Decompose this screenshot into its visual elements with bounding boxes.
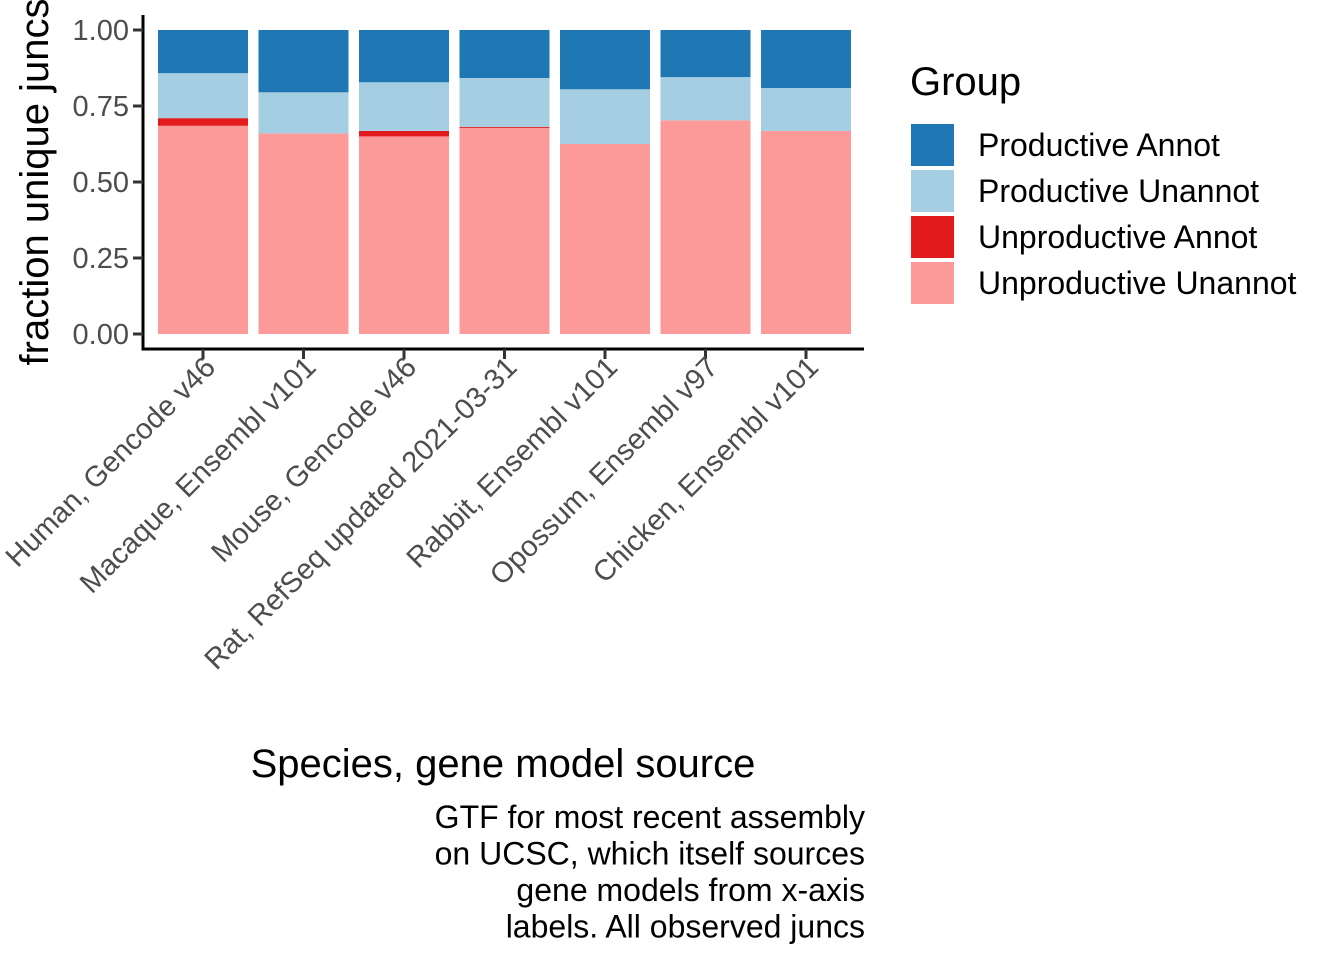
legend-key-unproductive-unannot — [911, 262, 954, 304]
y-tick-label: 0.25 — [73, 243, 129, 275]
legend-key-productive-annot — [911, 124, 954, 166]
bar-segment-unproductive-unannot — [258, 133, 349, 334]
bar-segment-productive-annot — [158, 30, 248, 74]
caption: GTF for most recent assembly on UCSC, wh… — [435, 799, 865, 945]
y-tick-label: 0.75 — [73, 91, 129, 123]
bar-segment-productive-annot — [258, 30, 349, 93]
bars-layer — [158, 30, 851, 334]
bar-segment-unproductive-unannot — [158, 125, 248, 334]
bar-segment-productive-annot — [761, 30, 851, 89]
bar-segment-productive-annot — [459, 30, 550, 79]
bar-segment-productive-unannot — [560, 89, 650, 144]
legend-label: Unproductive Annot — [978, 219, 1257, 255]
bar-segment-unproductive-unannot — [459, 127, 550, 334]
bar-segment-productive-unannot — [761, 88, 851, 131]
caption-line: gene models from x-axis — [516, 872, 865, 908]
legend-label: Unproductive Unannot — [978, 265, 1297, 301]
x-tick-label: Mouse, Gencode v46 — [205, 351, 423, 569]
bar-segment-productive-unannot — [258, 92, 349, 134]
legend-title: Group — [910, 60, 1021, 104]
bar-segment-productive-annot — [359, 30, 449, 83]
bar-segment-unproductive-unannot — [560, 144, 650, 334]
legend: Group Productive Annot Productive Unannot… — [910, 60, 1297, 304]
bar-segment-unproductive-annot — [459, 126, 550, 128]
y-tick-label: 0.00 — [73, 319, 129, 351]
y-tick-label: 1.00 — [73, 15, 129, 47]
bar-segment-unproductive-annot — [359, 130, 449, 137]
legend-label: Productive Unannot — [978, 173, 1259, 209]
y-tick-label: 0.50 — [73, 167, 129, 199]
legend-key-productive-unannot — [911, 170, 954, 212]
y-axis-title: fraction unique juncs — [13, 0, 57, 365]
y-ticks: 0.00 0.25 0.50 0.75 1.00 — [73, 15, 143, 351]
bar-segment-unproductive-unannot — [660, 120, 751, 334]
bar-segment-unproductive-unannot — [359, 136, 449, 334]
legend-key-unproductive-annot — [911, 216, 954, 258]
bar-segment-productive-unannot — [158, 73, 248, 119]
legend-items: Productive Annot Productive Unannot Unprod… — [911, 124, 1297, 304]
bar-segment-productive-unannot — [459, 78, 550, 127]
bar-segment-productive-annot — [660, 30, 751, 78]
x-axis-title: Species, gene model source — [251, 742, 756, 786]
bar-segment-productive-annot — [560, 30, 650, 90]
bar-segment-productive-unannot — [359, 82, 449, 131]
bar-segment-unproductive-unannot — [761, 130, 851, 334]
bar-segment-unproductive-annot — [158, 118, 248, 126]
caption-line: on UCSC, which itself sources — [435, 836, 865, 872]
bar-segment-productive-unannot — [660, 77, 751, 121]
caption-line: GTF for most recent assembly — [435, 799, 865, 835]
legend-label: Productive Annot — [978, 127, 1220, 163]
caption-line: labels. All observed juncs — [506, 909, 865, 945]
